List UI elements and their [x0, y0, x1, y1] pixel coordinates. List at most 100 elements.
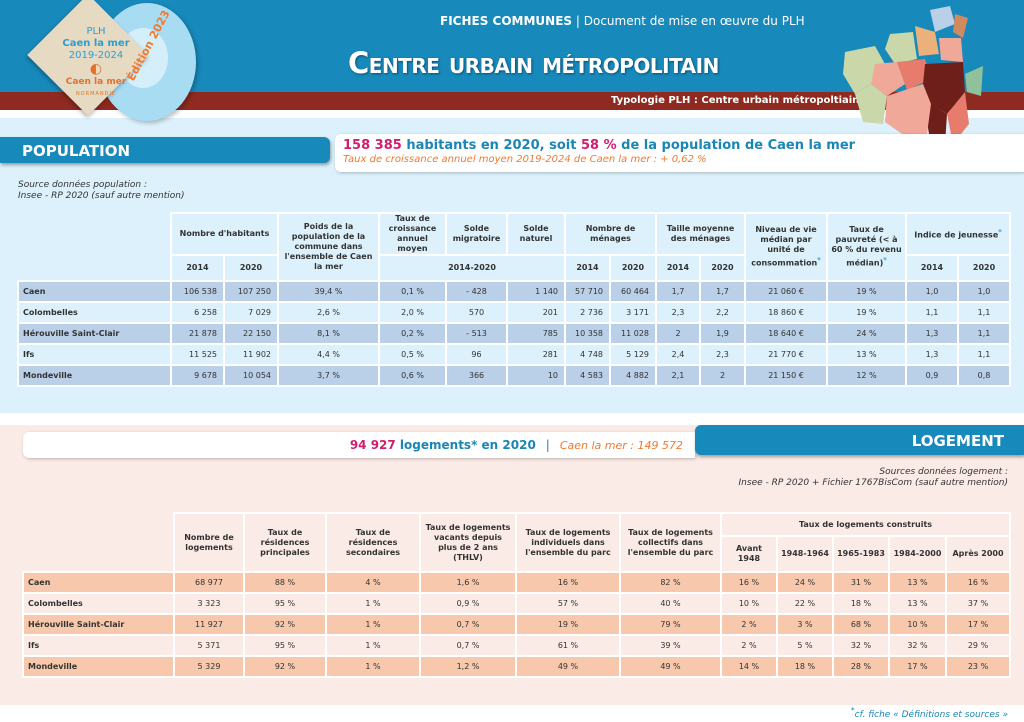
table-cell: 32 %	[832, 634, 890, 657]
logo-name: Caen la mer	[62, 38, 130, 49]
table-cell: 1 140	[506, 280, 566, 303]
commune-name: Ifs	[22, 634, 175, 657]
table-cell: 11 028	[609, 322, 657, 345]
table-cell: 4,4 %	[277, 343, 380, 366]
col-construits: Taux de logements construits	[719, 512, 1012, 537]
table-cell: 3 323	[173, 592, 245, 615]
table-cell: 39 %	[619, 634, 722, 657]
table-cell: 17 %	[944, 613, 1012, 636]
table-cell: 14 %	[720, 655, 778, 678]
logement-tab[interactable]: LOGEMENT	[695, 425, 1024, 455]
col-residences-principales: Taux de résidences principales	[243, 512, 327, 573]
commune-name: Ifs	[17, 343, 172, 366]
col-collectifs: Taux de logements collectifs dans l'ense…	[619, 512, 722, 573]
col-taux: Taux de croissance annuel moyen	[378, 212, 447, 256]
commune-name: Colombelles	[17, 301, 172, 324]
table-cell: 16 %	[515, 571, 621, 594]
table-cell: 82 %	[619, 571, 722, 594]
table-cell: 11 902	[223, 343, 279, 366]
table-cell: 23 %	[944, 655, 1012, 678]
table-cell: 9 678	[170, 364, 225, 387]
table-cell: 5 329	[173, 655, 245, 678]
table-cell: 3,7 %	[277, 364, 380, 387]
table-cell: 13 %	[826, 343, 907, 366]
table-cell: 21 150 €	[744, 364, 828, 387]
population-source: Source données population : Insee - RP 20…	[18, 180, 185, 201]
table-cell: 1,1	[956, 322, 1012, 345]
typologie-label: Typologie PLH : Centre urbain métropolti…	[611, 95, 860, 106]
table-row: Mondeville 5 329 92 % 1 % 1,2 % 49 % 49 % 14 % 1…	[22, 655, 1012, 678]
col-niveau-vie: Niveau de vie médian par unité de consom…	[744, 212, 828, 282]
table-cell: 18 640 €	[744, 322, 828, 345]
table-cell: 10 054	[223, 364, 279, 387]
table-cell: 10 %	[720, 592, 778, 615]
commune-name: Mondeville	[17, 364, 172, 387]
table-cell: 2,3	[699, 343, 746, 366]
table-cell: 6 258	[170, 301, 225, 324]
table-cell: 68 977	[173, 571, 245, 594]
table-cell: 21 878	[170, 322, 225, 345]
population-tab[interactable]: POPULATION	[0, 137, 330, 163]
logo-years: 2019-2024	[68, 50, 124, 61]
header-band	[0, 92, 1024, 110]
table-cell: 49 %	[619, 655, 722, 678]
col-poids: Poids de la population de la commune dan…	[277, 212, 380, 282]
col-menages: Nombre de ménages	[564, 212, 657, 256]
table-cell: 11 927	[173, 613, 245, 636]
table-cell: 2	[699, 364, 746, 387]
table-cell: 21 770 €	[744, 343, 828, 366]
table-cell: 19 %	[515, 613, 621, 636]
table-cell: 785	[506, 322, 566, 345]
table-cell: - 513	[445, 322, 508, 345]
table-cell: 39,4 %	[277, 280, 380, 303]
table-cell: 5 129	[609, 343, 657, 366]
col-taille: Taille moyenne des ménages	[655, 212, 746, 256]
table-row: Caen 106 538 107 250 39,4 % 0,1 % - 428 1 140 5…	[17, 280, 1012, 303]
logo-plh: PLH	[86, 26, 106, 37]
table-cell: 2,1	[655, 364, 701, 387]
table-cell: 31 %	[832, 571, 890, 594]
table-cell: 1,1	[956, 343, 1012, 366]
table-cell: 19 %	[826, 280, 907, 303]
table-cell: 24 %	[826, 322, 907, 345]
col-nombre-logements: Nombre de logements	[173, 512, 245, 573]
table-cell: 0,9 %	[419, 592, 517, 615]
table-cell: 11 525	[170, 343, 225, 366]
table-cell: 2 %	[720, 634, 778, 657]
document-subtitle: FICHES COMMUNES | Document de mise en œu…	[440, 14, 805, 28]
table-cell: 3 %	[776, 613, 834, 636]
col-jeunesse: Indice de jeunesse*	[904, 212, 1012, 256]
col-residences-secondaires: Taux de résidences secondaires	[325, 512, 421, 573]
table-cell: 96	[445, 343, 508, 366]
table-cell: 2,2	[699, 301, 746, 324]
footnote: *cf. fiche « Définitions et sources »	[850, 706, 1008, 720]
table-row: Ifs 5 371 95 % 1 % 0,7 % 61 % 39 % 2 % 5 % 32 % 32…	[22, 634, 1012, 657]
commune-name: Hérouville Saint-Clair	[17, 322, 172, 345]
table-cell: 16 %	[720, 571, 778, 594]
growth-rate-note: Taux de croissance annuel moyen 2019-202…	[343, 154, 707, 165]
table-cell: 2	[655, 322, 701, 345]
table-cell: 22 %	[776, 592, 834, 615]
table-cell: 0,7 %	[419, 634, 517, 657]
table-cell: 12 %	[826, 364, 907, 387]
commune-name: Hérouville Saint-Clair	[22, 613, 175, 636]
table-cell: 2 %	[720, 613, 778, 636]
table-cell: 2 736	[564, 301, 611, 324]
table-cell: 281	[506, 343, 566, 366]
table-cell: 4 748	[564, 343, 611, 366]
table-cell: 1,1	[956, 301, 1012, 324]
table-cell: 19 %	[826, 301, 907, 324]
commune-name: Mondeville	[22, 655, 175, 678]
table-cell: 0,7 %	[419, 613, 517, 636]
table-cell: 18 %	[832, 592, 890, 615]
table-cell: 1,0	[905, 280, 959, 303]
table-cell: 8,1 %	[277, 322, 380, 345]
table-cell: 1,7	[699, 280, 746, 303]
table-cell: 18 %	[776, 655, 834, 678]
table-cell: 49 %	[515, 655, 621, 678]
table-cell: 57 %	[515, 592, 621, 615]
table-cell: 1,3	[905, 322, 959, 345]
table-cell: 92 %	[243, 655, 327, 678]
col-period: 2014-2020	[378, 254, 566, 282]
col-habitants: Nombre d'habitants	[170, 212, 279, 256]
